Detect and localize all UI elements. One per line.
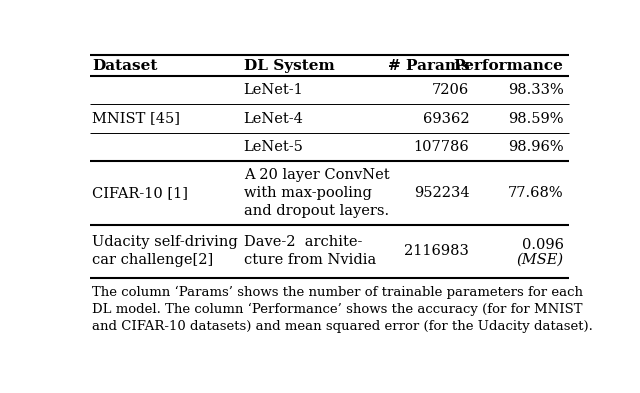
Text: CIFAR-10 [1]: CIFAR-10 [1] — [92, 186, 188, 200]
Text: The column ‘Params’ shows the number of trainable parameters for each
DL model. : The column ‘Params’ shows the number of … — [92, 285, 593, 333]
Text: MNIST [45]: MNIST [45] — [92, 112, 180, 126]
Text: Dataset: Dataset — [92, 59, 158, 73]
Text: 107786: 107786 — [413, 140, 469, 154]
Text: 77.68%: 77.68% — [508, 186, 564, 200]
Text: (MSE): (MSE) — [516, 253, 564, 267]
Text: 7206: 7206 — [432, 83, 469, 97]
Text: 952234: 952234 — [413, 186, 469, 200]
Text: 69362: 69362 — [423, 112, 469, 126]
Text: LeNet-5: LeNet-5 — [244, 140, 303, 154]
Text: Dave-2  archite-
cture from Nvidia: Dave-2 archite- cture from Nvidia — [244, 235, 376, 268]
Text: 98.96%: 98.96% — [508, 140, 564, 154]
Text: DL System: DL System — [244, 59, 335, 73]
Text: LeNet-1: LeNet-1 — [244, 83, 303, 97]
Text: LeNet-4: LeNet-4 — [244, 112, 303, 126]
Text: # Params: # Params — [388, 59, 469, 73]
Text: Udacity self-driving
car challenge[2]: Udacity self-driving car challenge[2] — [92, 235, 238, 268]
Text: 0.096: 0.096 — [522, 238, 564, 252]
Text: Performance: Performance — [454, 59, 564, 73]
Text: 2116983: 2116983 — [404, 244, 469, 258]
Text: 98.59%: 98.59% — [508, 112, 564, 126]
Text: A 20 layer ConvNet
with max-pooling
and dropout layers.: A 20 layer ConvNet with max-pooling and … — [244, 168, 389, 219]
Text: 98.33%: 98.33% — [508, 83, 564, 97]
